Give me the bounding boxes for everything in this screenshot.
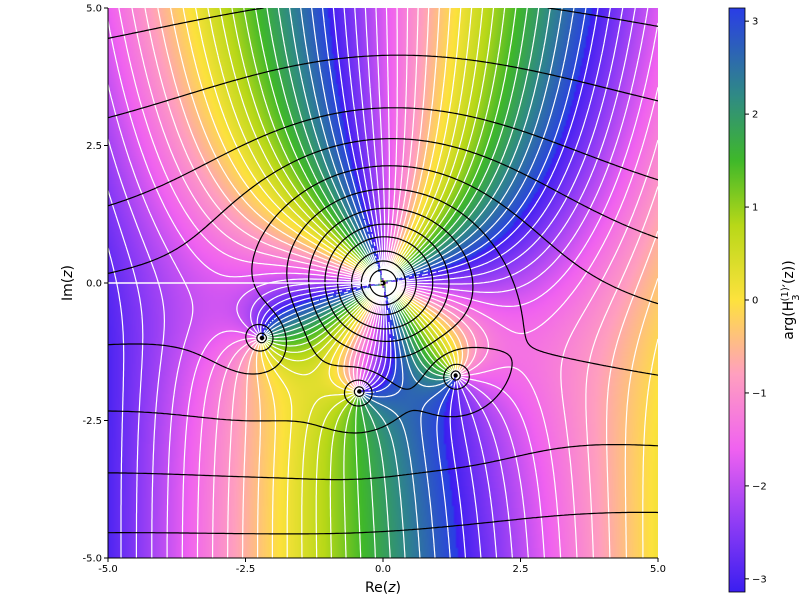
y-label-var: z: [60, 270, 76, 279]
x-axis-label: Re(z): [365, 580, 401, 596]
colorbar-tick-label: 2: [752, 110, 758, 121]
phase-contour: [263, 8, 575, 558]
modulus-contours: [108, 8, 658, 535]
colorbar-tick-label: 1: [752, 203, 758, 214]
x-tick-label: -5.0: [98, 564, 118, 575]
y-tick-label: -5.0: [82, 554, 102, 565]
phase-contour: [261, 8, 528, 558]
phase-contour: [243, 8, 506, 558]
colorbar-tick-label: 0: [752, 296, 758, 307]
x-tick-label: 2.5: [513, 564, 529, 575]
modulus-contour: [369, 269, 398, 297]
y-label-prefix: Im(: [60, 278, 76, 301]
y-label-suffix: ): [60, 265, 76, 270]
x-ticks: -5.0 -2.5 0.0 2.5 5.0: [98, 558, 666, 575]
modulus-contour: [108, 207, 658, 481]
phase-contour: [108, 8, 636, 558]
colorbar-gradient: [728, 7, 746, 593]
zero-marker: [453, 373, 458, 378]
x-label-prefix: Re(: [365, 580, 388, 596]
colorbar-tick-label: −1: [752, 388, 767, 399]
colorbar-label-sub: 3: [791, 294, 800, 300]
phase-contour: [261, 8, 540, 558]
y-tick-label: 5.0: [86, 4, 102, 15]
phase-contour: [170, 8, 658, 558]
x-label-var: z: [387, 580, 396, 596]
modulus-contour: [108, 107, 658, 394]
phase-contour: [144, 8, 658, 558]
x-tick-label: 5.0: [650, 564, 666, 575]
plot-area: [108, 8, 658, 558]
y-tick-label: 0.0: [86, 279, 102, 290]
y-axis-label: Im(z): [60, 265, 76, 301]
phase-contours: [108, 8, 658, 558]
x-tick-label: -2.5: [236, 564, 256, 575]
modulus-contour: [108, 165, 658, 407]
colorbar-tick-label: 3: [752, 17, 758, 28]
colorbar-tick-label: −2: [752, 481, 767, 492]
modulus-contour: [108, 54, 658, 341]
phase-contour: [263, 8, 563, 558]
y-tick-label: 2.5: [86, 141, 102, 152]
zero-marker: [260, 336, 264, 340]
x-tick-label: 0.0: [375, 564, 391, 575]
colorbar-label: arg(H3(1)′(z)): [780, 260, 800, 339]
phase-contour: [231, 8, 495, 558]
phase-contour: [108, 8, 649, 558]
phase-contour: [261, 8, 551, 558]
y-axis: -5.0 -2.5 0.0 2.5 5.0 Im(z): [60, 4, 109, 565]
x-label-suffix: ): [396, 580, 401, 596]
colorbar-tick-label: −3: [752, 574, 767, 585]
phase-contour: [182, 8, 658, 558]
phase-contour: [195, 8, 462, 558]
y-ticks: -5.0 -2.5 0.0 2.5 5.0: [82, 4, 108, 565]
modulus-contour: [360, 260, 407, 306]
y-tick-label: -2.5: [82, 416, 102, 427]
phase-contour: [263, 8, 587, 558]
modulus-contour: [351, 250, 417, 316]
colorbar-label-suffix: ′(z)): [781, 260, 797, 287]
modulus-contour: [108, 188, 658, 434]
modulus-contour: [337, 236, 434, 330]
x-axis: -5.0 -2.5 0.0 2.5 5.0 Re(z): [98, 557, 666, 596]
modulus-contour: [108, 8, 658, 341]
colorbar-label-sup: (1): [780, 287, 791, 301]
modulus-contour: [108, 223, 658, 535]
colorbar-label-prefix: arg(H: [781, 301, 797, 340]
zero-marker: [357, 389, 362, 394]
colorbar-ticks: 3 2 1 0 −1 −2 −3: [745, 17, 767, 585]
zero-markers: [108, 280, 458, 394]
modulus-contour: [108, 138, 658, 397]
phase-contour: [108, 8, 624, 558]
phase-contour: [157, 8, 658, 558]
